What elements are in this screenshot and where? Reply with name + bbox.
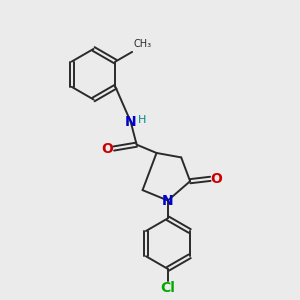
Text: CH₃: CH₃: [134, 39, 152, 49]
Text: O: O: [101, 142, 113, 155]
Text: N: N: [162, 194, 174, 208]
Text: Cl: Cl: [160, 281, 175, 295]
Text: N: N: [125, 115, 136, 129]
Text: O: O: [210, 172, 222, 186]
Text: H: H: [138, 115, 146, 125]
